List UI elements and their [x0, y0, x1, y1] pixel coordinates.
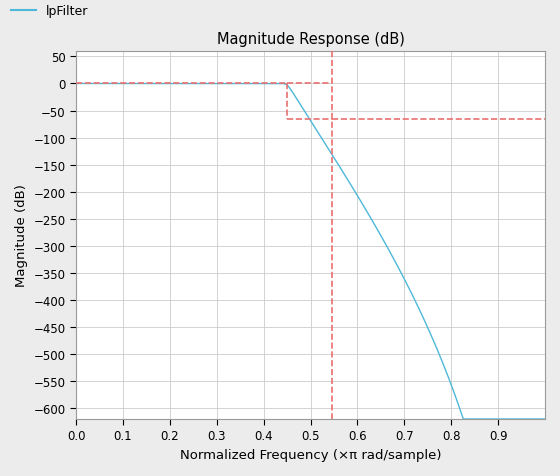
Y-axis label: Magnitude (dB): Magnitude (dB) [15, 184, 28, 287]
Title: Magnitude Response (dB): Magnitude Response (dB) [217, 31, 404, 47]
X-axis label: Normalized Frequency (×π rad/sample): Normalized Frequency (×π rad/sample) [180, 448, 441, 461]
Legend: lpFilter: lpFilter [6, 0, 93, 23]
